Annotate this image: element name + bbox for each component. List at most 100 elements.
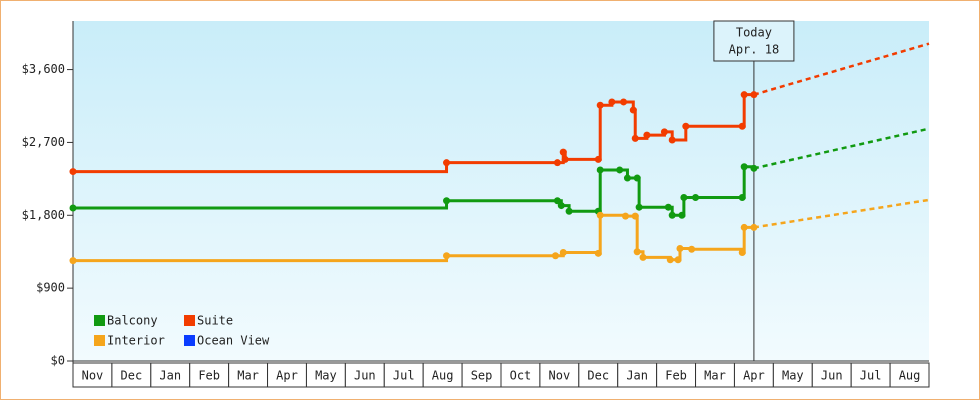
month-cell — [383, 362, 424, 388]
x-tick-label: May — [315, 369, 337, 383]
today-box — [713, 20, 795, 62]
price-point — [633, 248, 641, 256]
x-tick-label: Dec — [587, 369, 609, 383]
x-tick-label: Oct — [510, 369, 532, 383]
price-point — [643, 131, 651, 139]
price-point — [635, 203, 643, 211]
y-tick-label: $1,800 — [22, 208, 65, 222]
legend-label: Interior — [107, 334, 165, 348]
price-point — [559, 249, 567, 257]
month-cell — [150, 362, 191, 388]
legend-label: Ocean View — [197, 334, 270, 348]
legend-label: Balcony — [107, 314, 158, 328]
today-label: Today — [736, 26, 772, 40]
price-point — [680, 193, 688, 201]
x-tick-label: Jul — [393, 369, 415, 383]
price-point — [596, 211, 604, 219]
price-point — [668, 136, 676, 144]
legend-swatch — [184, 315, 195, 326]
price-point — [738, 122, 746, 130]
price-point — [639, 253, 647, 261]
price-point — [633, 174, 641, 182]
price-point — [740, 223, 748, 231]
price-point — [594, 249, 602, 257]
y-tick-label: $3,600 — [22, 62, 65, 76]
price-point — [631, 134, 639, 142]
price-point — [676, 244, 684, 252]
month-cell — [305, 362, 346, 388]
x-tick-label: Apr — [743, 369, 765, 383]
price-point — [553, 197, 561, 205]
x-tick-label: Nov — [549, 369, 571, 383]
price-point — [616, 166, 624, 174]
price-point — [622, 212, 630, 220]
y-tick-label: $0 — [51, 354, 65, 368]
price-point — [692, 193, 700, 201]
price-point — [596, 101, 604, 109]
price-point — [443, 159, 451, 167]
forecast-line — [753, 127, 930, 170]
month-cell — [228, 362, 269, 388]
x-tick-label: Feb — [665, 369, 687, 383]
x-tick-label: Mar — [237, 369, 259, 383]
legend-swatch — [94, 315, 105, 326]
x-tick-label: Nov — [82, 369, 104, 383]
price-point — [664, 203, 672, 211]
price-point — [740, 91, 748, 99]
price-point — [682, 122, 690, 130]
price-point — [668, 211, 676, 219]
price-point — [551, 252, 559, 260]
month-cell — [772, 362, 813, 388]
y-tick-label: $2,700 — [22, 135, 65, 149]
price-point — [596, 166, 604, 174]
price-point — [740, 163, 748, 171]
price-point — [69, 257, 77, 265]
month-cell — [850, 362, 891, 388]
price-point — [678, 211, 686, 219]
price-point — [631, 212, 639, 220]
price-point — [660, 128, 668, 136]
x-tick-label: May — [782, 369, 804, 383]
price-point — [738, 193, 746, 201]
x-tick-label: Jul — [860, 369, 882, 383]
price-point — [594, 155, 602, 163]
price-point — [629, 106, 637, 114]
x-tick-label: Feb — [198, 369, 220, 383]
price-point — [623, 174, 631, 182]
x-tick-label: Jan — [626, 369, 648, 383]
legend-swatch — [94, 335, 105, 346]
x-tick-label: Jun — [821, 369, 843, 383]
month-cell — [539, 362, 580, 388]
price-point — [553, 159, 561, 167]
legend-swatch — [184, 335, 195, 346]
x-tick-label: Aug — [432, 369, 454, 383]
x-tick-label: Aug — [899, 369, 921, 383]
month-cell — [733, 362, 774, 388]
price-point — [559, 148, 567, 156]
y-tick-label: $900 — [36, 281, 65, 295]
x-tick-label: Mar — [704, 369, 726, 383]
legend-label: Suite — [197, 314, 233, 328]
price-point — [674, 256, 682, 264]
month-cell — [811, 362, 852, 388]
price-point — [69, 168, 77, 176]
month-cell — [656, 362, 697, 388]
price-point — [738, 249, 746, 257]
x-tick-label: Sep — [471, 369, 493, 383]
x-tick-label: Jan — [159, 369, 181, 383]
forecast-line — [753, 198, 930, 229]
price-point — [69, 204, 77, 212]
price-point — [565, 207, 573, 215]
today-label: Apr. 18 — [729, 43, 780, 57]
forecast-line — [753, 42, 930, 96]
price-point — [620, 98, 628, 106]
month-cell — [617, 362, 658, 388]
month-cell — [889, 362, 930, 388]
price-point — [557, 202, 565, 210]
x-tick-label: Apr — [276, 369, 298, 383]
price-point — [666, 256, 674, 264]
price-point — [443, 197, 451, 205]
x-tick-label: Dec — [121, 369, 143, 383]
